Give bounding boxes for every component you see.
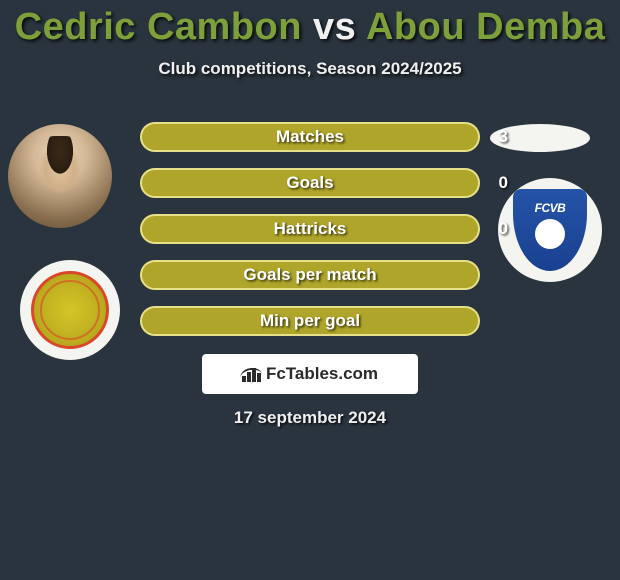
stat-row: Goals per match bbox=[140, 260, 480, 290]
club-badge-fcvb-icon bbox=[513, 189, 587, 271]
stat-value-right: 3 bbox=[499, 124, 508, 150]
stat-label: Hattricks bbox=[142, 216, 478, 242]
brand-box: FcTables.com bbox=[202, 354, 418, 394]
player1-club-badge bbox=[20, 260, 120, 360]
brand-text: FcTables.com bbox=[266, 364, 378, 384]
stat-label: Matches bbox=[142, 124, 478, 150]
page-title: Cedric Cambon vs Abou Demba bbox=[0, 0, 620, 49]
stat-row: Min per goal bbox=[140, 306, 480, 336]
date: 17 september 2024 bbox=[0, 408, 620, 428]
club-badge-orleans-icon bbox=[31, 271, 109, 349]
chart-bars-icon bbox=[242, 366, 262, 382]
stat-row: Matches3 bbox=[140, 122, 480, 152]
title-vs: vs bbox=[313, 6, 356, 48]
stat-row: Hattricks0 bbox=[140, 214, 480, 244]
stat-label: Goals per match bbox=[142, 262, 478, 288]
stat-value-right: 0 bbox=[499, 170, 508, 196]
subtitle: Club competitions, Season 2024/2025 bbox=[0, 59, 620, 79]
stat-row: Goals0 bbox=[140, 168, 480, 198]
title-player1: Cedric Cambon bbox=[15, 6, 302, 48]
stats-comparison: Matches3 Goals0 Hattricks0 Goals per match M… bbox=[140, 122, 480, 352]
stat-label: Goals bbox=[142, 170, 478, 196]
player1-avatar bbox=[8, 124, 112, 228]
title-player2: Abou Demba bbox=[366, 6, 605, 48]
stat-value-right: 0 bbox=[499, 216, 508, 242]
stat-label: Min per goal bbox=[142, 308, 478, 334]
player2-club-badge bbox=[498, 178, 602, 282]
